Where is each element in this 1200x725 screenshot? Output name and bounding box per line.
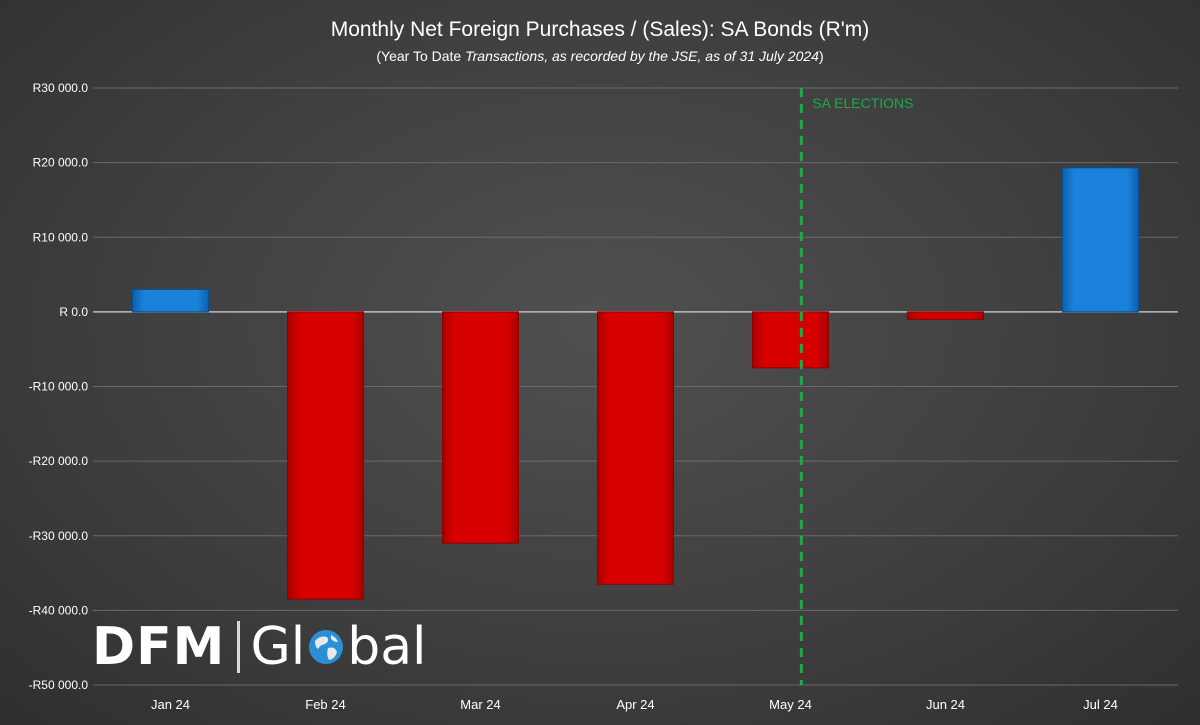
y-tick-label-3: R 0.0 [59,305,88,319]
y-tick-label-5: -R20 000.0 [29,454,89,468]
subtitle-suffix: ) [818,48,824,64]
bar-jul-24 [1062,167,1139,313]
bars [132,167,1139,600]
y-tick-label-7: -R40 000.0 [29,603,89,617]
bar-jan-24 [132,288,209,313]
y-tick-label-8: -R50 000.0 [29,678,89,692]
x-tick-label-may-24: May 24 [769,697,812,712]
y-axis: R30 000.0 R20 000.0 R10 000.0 R 0.0 -R10 000… [29,81,89,692]
chart-subtitle: (Year To Date Transactions, as recorded … [0,48,1200,64]
dfm-global-logo: DFM Gl bal [92,612,427,682]
x-tick-label-jun-24: Jun 24 [926,697,965,712]
y-tick-label-1: R20 000.0 [33,156,89,170]
x-axis: Jan 24 Feb 24 Mar 24 Apr 24 May 24 Jun 24 Jul … [151,697,1118,712]
logo-global-part-b: bal [347,617,427,677]
logo-global-text: Gl bal [250,617,426,677]
bar-mar-24 [442,311,519,544]
election-annotation: SA ELECTIONS [799,88,914,685]
chart-title: Monthly Net Foreign Purchases / (Sales):… [330,18,870,41]
logo-divider [237,621,241,673]
x-tick-label-mar-24: Mar 24 [460,697,500,712]
x-tick-label-jul-24: Jul 24 [1083,697,1118,712]
y-tick-label-4: -R10 000.0 [29,380,89,394]
x-tick-label-jan-24: Jan 24 [151,697,190,712]
bar-may-24 [752,311,829,369]
election-marker-label: SA ELECTIONS [812,95,913,111]
x-tick-label-feb-24: Feb 24 [305,697,345,712]
globe-icon [309,630,344,664]
y-tick-label-6: -R30 000.0 [29,529,89,543]
subtitle-italic: Transactions, as recorded by the JSE, as… [465,48,819,64]
bar-apr-24 [597,311,674,585]
y-tick-label-2: R10 000.0 [33,230,89,244]
bar-feb-24 [287,311,364,600]
subtitle-prefix: (Year To Date [376,48,466,64]
x-tick-label-apr-24: Apr 24 [616,697,654,712]
logo-dfm-text: DFM [92,617,226,677]
y-tick-label-0: R30 000.0 [33,81,89,95]
bar-jun-24 [907,311,984,320]
logo-global-part-a: Gl [250,617,306,677]
